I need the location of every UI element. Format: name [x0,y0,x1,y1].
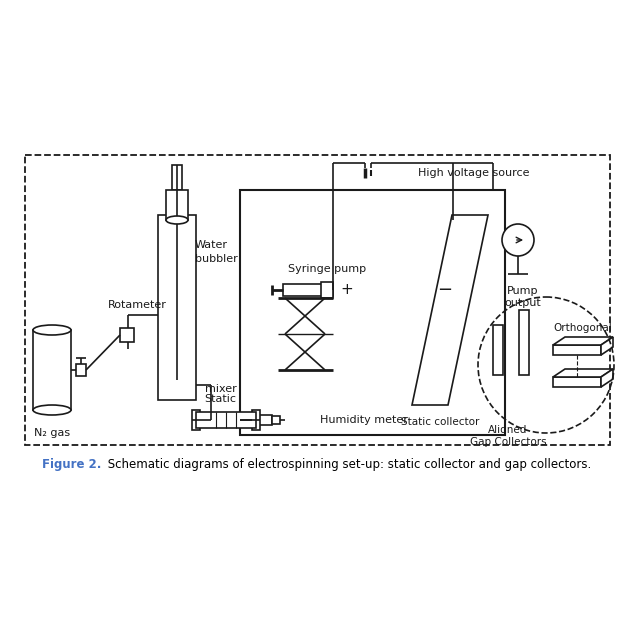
Polygon shape [76,364,86,376]
Polygon shape [553,369,613,377]
Text: Static: Static [205,394,236,404]
Text: output: output [505,298,541,308]
Polygon shape [120,328,134,342]
Polygon shape [252,410,259,430]
Polygon shape [519,310,529,375]
Polygon shape [252,415,272,425]
Polygon shape [493,325,503,375]
Text: Pump: Pump [507,286,539,296]
Polygon shape [601,337,613,355]
Polygon shape [158,215,196,400]
Text: +: + [340,283,353,297]
Text: Rotameter: Rotameter [108,300,167,310]
Polygon shape [33,330,71,410]
Ellipse shape [166,216,188,224]
Text: mixer: mixer [205,384,236,394]
Text: bubbler: bubbler [195,254,238,264]
Text: Orthogonal: Orthogonal [553,323,612,333]
Circle shape [502,224,534,256]
Polygon shape [272,416,280,424]
Polygon shape [240,190,505,435]
Text: Aligned: Aligned [488,425,527,435]
Polygon shape [601,369,613,387]
Polygon shape [191,410,200,430]
Polygon shape [283,284,333,296]
Text: Schematic diagrams of electrospinning set-up: static collector and gap collector: Schematic diagrams of electrospinning se… [104,458,592,471]
Text: −: − [437,281,453,299]
Polygon shape [553,337,613,345]
Polygon shape [321,282,333,298]
Polygon shape [195,412,256,428]
Polygon shape [166,190,188,220]
Text: High voltage source: High voltage source [418,168,529,178]
Ellipse shape [33,325,71,335]
Text: Static collector: Static collector [401,417,479,427]
Polygon shape [172,165,182,190]
Polygon shape [553,377,601,387]
Text: Figure 2.: Figure 2. [42,458,101,471]
Ellipse shape [33,405,71,415]
Text: Gap Collectors: Gap Collectors [470,437,547,447]
Text: Water: Water [195,240,228,250]
Text: Humidity meter: Humidity meter [320,415,408,425]
Polygon shape [412,215,488,405]
Text: N₂ gas: N₂ gas [34,428,70,438]
Polygon shape [553,345,601,355]
Text: Syringe pump: Syringe pump [288,264,366,274]
